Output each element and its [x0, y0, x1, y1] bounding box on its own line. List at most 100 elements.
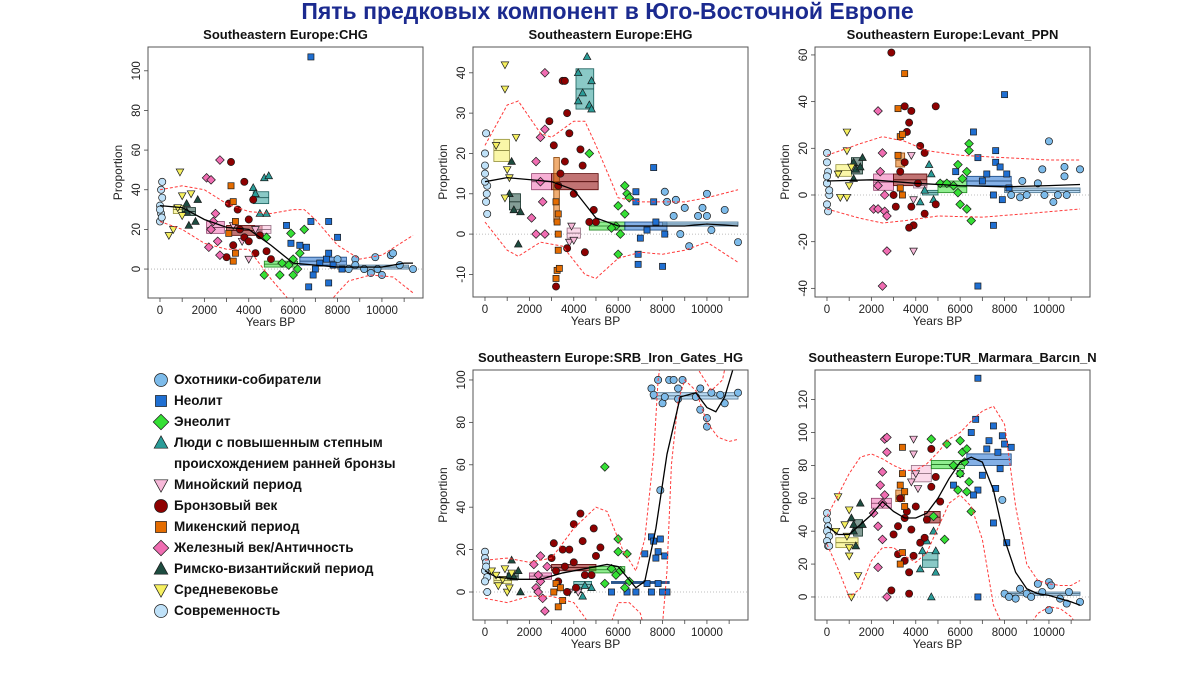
hg-point — [395, 261, 404, 270]
steppe-point — [920, 185, 930, 194]
x-tick-label: 8000 — [992, 304, 1018, 316]
plot-frame — [147, 46, 424, 299]
modern-legend-marker — [154, 604, 168, 618]
medieval-point — [842, 194, 852, 203]
minoan-point — [909, 435, 918, 444]
iron-point — [877, 498, 888, 509]
myc-point — [554, 230, 562, 238]
eneo-point — [964, 477, 974, 487]
bronze-point — [931, 200, 940, 209]
x-tick-label: 8000 — [650, 304, 676, 316]
iron-point — [875, 166, 886, 177]
neo-point — [990, 191, 997, 199]
hg-point — [1007, 191, 1016, 199]
hg-point — [716, 390, 725, 399]
hg-point — [702, 422, 711, 431]
roman-point — [513, 239, 523, 248]
panel-5: Southeastern Europe:TUR_Marmara_Barcın_N… — [778, 350, 1097, 651]
legend-item-hg: Охотники-собиратели — [152, 369, 432, 390]
steppe-point — [573, 68, 583, 77]
myc-point — [552, 198, 560, 206]
hg-point — [1018, 177, 1027, 185]
legend-label: Охотники-собиратели — [174, 372, 322, 387]
minoan-point — [906, 152, 916, 160]
iron-point — [535, 576, 546, 587]
hg-point — [1027, 593, 1036, 601]
hg-point — [998, 495, 1007, 504]
iron-point — [879, 490, 890, 500]
neo-point — [1001, 440, 1008, 448]
eneo-point — [611, 570, 621, 580]
roman-point — [855, 162, 865, 171]
legend-item-neo: Неолит — [152, 390, 432, 411]
hg-point — [660, 187, 669, 196]
eneo-point — [957, 173, 968, 184]
modern-point — [156, 205, 164, 214]
minoan-point — [909, 196, 918, 205]
x-tick-label: 6000 — [947, 627, 973, 639]
hg-point — [734, 238, 742, 247]
hg-point — [1033, 179, 1042, 188]
y-tick-label: 40 — [798, 525, 810, 538]
main-title: Пять предковых компонент в Юго-Восточной… — [301, 0, 914, 24]
neo-point — [634, 250, 642, 258]
y-tick-label: 100 — [798, 423, 810, 442]
x-axis-label: Years BP — [246, 315, 296, 329]
neo-legend-marker — [155, 395, 167, 407]
eneo-point — [275, 270, 285, 280]
modern-point — [481, 161, 489, 170]
iron-point — [537, 197, 548, 207]
y-tick-label: 120 — [798, 390, 810, 409]
myc-point — [229, 198, 237, 206]
hg-point — [409, 265, 417, 274]
myc-legend-marker — [155, 521, 167, 533]
iron-point — [540, 67, 550, 78]
hg-point — [1053, 191, 1062, 199]
trend-line — [826, 456, 1081, 606]
legend-label: Энеолит — [174, 414, 231, 429]
hg-point — [656, 486, 665, 495]
bronze-point — [244, 215, 253, 224]
steppe-point — [582, 51, 592, 60]
eneo-point — [615, 229, 626, 239]
y-tick-label: -40 — [798, 280, 810, 297]
legend-label: Минойский период — [174, 477, 302, 492]
hg-point — [669, 212, 678, 220]
modern-point — [482, 197, 491, 206]
hg-point — [1064, 588, 1073, 596]
x-tick-label: 10000 — [1033, 304, 1065, 316]
myc-point — [894, 151, 902, 159]
myc-point — [901, 503, 909, 510]
x-tick-label: 4000 — [561, 627, 587, 639]
hg-point — [707, 226, 716, 235]
hg-point — [685, 242, 694, 251]
roman-point — [855, 498, 865, 507]
myc-point — [232, 218, 239, 225]
neo-point — [283, 222, 290, 229]
medieval-point — [177, 212, 187, 221]
hg-point — [1022, 191, 1031, 199]
eneo-point — [600, 462, 610, 472]
steppe-point — [573, 96, 583, 105]
myc-point — [550, 588, 558, 596]
iron-point — [877, 148, 888, 158]
roman-legend-marker — [153, 561, 169, 575]
neo-point — [1005, 184, 1013, 192]
hg-point — [1011, 594, 1020, 603]
iron-point — [873, 521, 883, 532]
legend-label: Римско-византийский период — [174, 561, 374, 576]
legend: Охотники-собиратели Неолит Энеолит Люди … — [152, 369, 432, 621]
panel-title: Southeastern Europe:CHG — [203, 27, 368, 42]
modern-point — [825, 542, 834, 550]
bronze-point — [251, 249, 260, 258]
hg-point — [1076, 597, 1084, 606]
plot-area — [815, 374, 1090, 620]
bronze-point — [909, 551, 918, 560]
eneo-point — [962, 444, 972, 454]
eneo-point — [600, 578, 610, 589]
bronze-point — [927, 482, 936, 491]
steppe-point — [926, 592, 936, 601]
bronze-point — [222, 253, 231, 262]
y-tick-label: 30 — [456, 107, 468, 120]
y-tick-label: 60 — [798, 49, 810, 62]
